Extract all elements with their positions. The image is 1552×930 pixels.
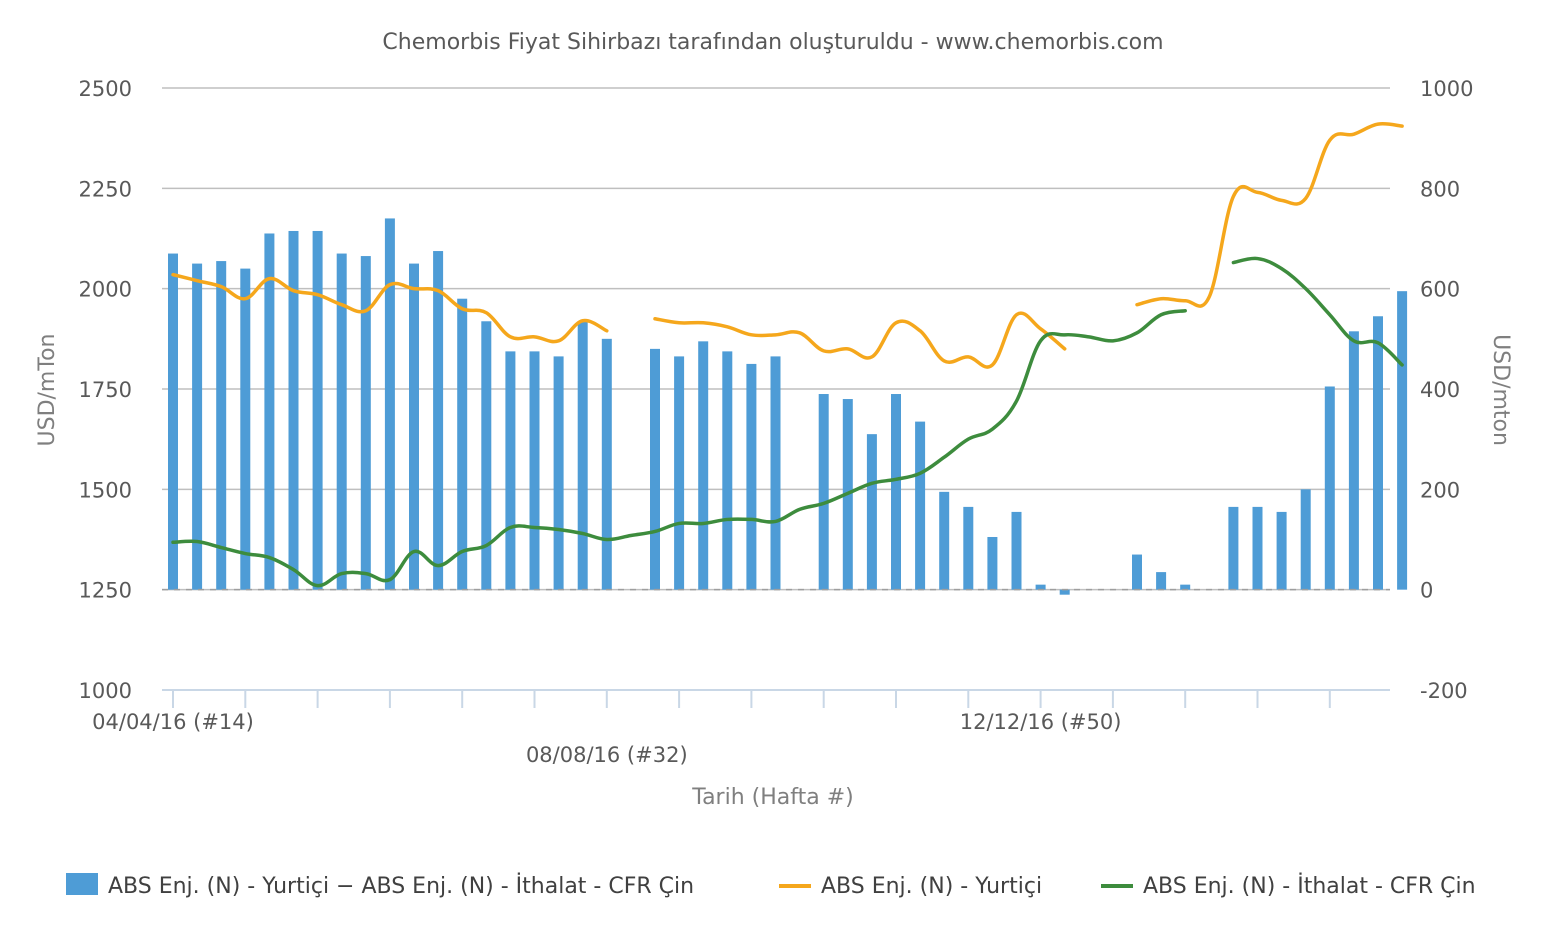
bar [409, 263, 419, 590]
bar [1156, 572, 1167, 590]
bar [457, 298, 468, 590]
line-domestic-segment [653, 311, 1067, 369]
right-tick-label: -200 [1420, 679, 1468, 703]
bar [1180, 584, 1191, 590]
left-axis-ticks: 2500 2250 2000 1750 1500 1250 1000 [79, 77, 132, 703]
bar [1228, 506, 1239, 590]
bar [553, 356, 564, 590]
legend-label-spread: ABS Enj. (N) - Yurtiçi − ABS Enj. (N) - … [108, 873, 694, 899]
bar [529, 351, 540, 590]
bar [891, 394, 901, 590]
x-axis-title: Tarih (Hafta #) [691, 785, 853, 810]
right-tick-label: 200 [1420, 478, 1460, 502]
bar [987, 536, 998, 590]
bar [770, 356, 781, 590]
left-axis-title: USD/mTon [35, 334, 60, 447]
left-tick-label: 1500 [79, 478, 132, 502]
bar [264, 233, 275, 590]
left-tick-label: 2500 [79, 77, 132, 101]
line-domestic-segment [1135, 122, 1404, 308]
bar [1276, 511, 1287, 590]
legend-label-domestic: ABS Enj. (N) - Yurtiçi [821, 874, 1042, 899]
bar [698, 341, 709, 590]
bar [963, 506, 974, 590]
bar [1300, 489, 1311, 590]
x-tick-label: 08/08/16 (#32) [526, 743, 688, 767]
bar [601, 338, 612, 590]
bar [866, 434, 877, 590]
legend: ABS Enj. (N) - Yurtiçi − ABS Enj. (N) - … [66, 873, 1476, 899]
left-tick-label: 1250 [79, 579, 132, 603]
right-tick-label: 800 [1420, 177, 1460, 201]
bar [1252, 506, 1263, 590]
bar [192, 263, 203, 590]
right-tick-label: 1000 [1420, 77, 1473, 101]
bar [481, 321, 492, 590]
bar [312, 230, 323, 590]
bar [288, 230, 299, 590]
bar [746, 363, 757, 590]
right-tick-label: 400 [1420, 378, 1460, 402]
bar [1348, 331, 1359, 590]
bar [1059, 589, 1070, 595]
bar [939, 491, 950, 590]
bar [336, 253, 347, 590]
x-tick-label: 12/12/16 (#50) [960, 710, 1122, 734]
x-tick-label: 04/04/16 (#14) [92, 710, 254, 734]
right-axis-title: USD/mton [1488, 334, 1513, 446]
left-tick-label: 2250 [79, 177, 132, 201]
bar [360, 256, 371, 590]
bar [915, 421, 926, 590]
bar [674, 356, 685, 590]
left-tick-label: 2000 [79, 278, 132, 302]
left-tick-label: 1000 [79, 679, 132, 703]
bar [1397, 291, 1408, 590]
right-axis-ticks: 1000 800 600 400 200 0 -200 [1420, 77, 1473, 703]
chart-title: Chemorbis Fiyat Sihirbazı tarafından olu… [382, 30, 1163, 55]
bar [1035, 584, 1046, 590]
line-series [171, 122, 1404, 588]
bar [216, 261, 227, 590]
bar [433, 251, 444, 590]
x-axis: 04/04/16 (#14) 08/08/16 (#32) 12/12/16 (#5… [92, 689, 1390, 767]
bar [818, 394, 829, 590]
bar-series [162, 218, 1408, 595]
bar [1132, 554, 1142, 590]
legend-swatch-spread [66, 873, 98, 895]
bar [1373, 316, 1383, 590]
bar [240, 268, 251, 590]
bar [722, 351, 733, 590]
legend-label-import: ABS Enj. (N) - İthalat - CFR Çin [1143, 873, 1476, 899]
bar [577, 321, 588, 590]
right-tick-label: 0 [1420, 579, 1433, 603]
bar [384, 218, 395, 590]
left-tick-label: 1750 [79, 378, 132, 402]
line-import-segment [1231, 256, 1404, 367]
bar [505, 351, 516, 590]
bar [650, 348, 660, 590]
bar [168, 253, 178, 590]
bar [1324, 386, 1335, 590]
right-tick-label: 600 [1420, 278, 1460, 302]
line-import-segment [171, 308, 1187, 588]
bar [1011, 511, 1022, 590]
line-domestic-segment [171, 272, 609, 344]
